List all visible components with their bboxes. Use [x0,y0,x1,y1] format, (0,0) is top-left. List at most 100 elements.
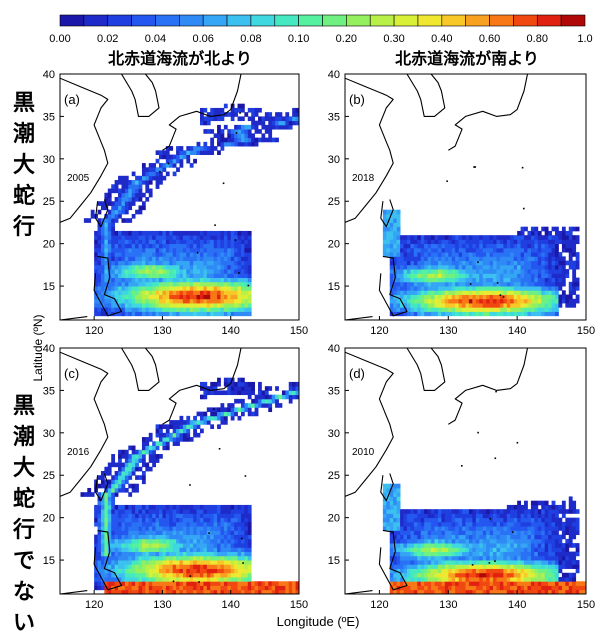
coastline [162,74,242,151]
panel-b: 15 20 25 30 35 40 120 130 140 150 (b) 2018 [328,69,595,337]
y-tick-label: 20 [328,513,340,525]
colorbar-swatch [489,14,514,27]
panel-frame [59,347,300,595]
row-title-char: 行 [12,517,35,543]
colorbar-swatch [465,14,490,27]
column-title-right: 北赤道海流が南より [395,49,539,68]
colorbar: 0.00 0.02 0.04 0.06 0.08 0.10 0.20 0.30 0.40 0.60… [49,14,593,45]
coastline [345,351,394,497]
colorbar-swatch [59,14,85,27]
row-title-char: 黒 [13,91,35,116]
row-title-char: 行 [12,214,35,240]
colorbar-tick-label: 1.0 [577,33,592,45]
x-tick-label: 120 [370,599,388,611]
x-tick-label: 130 [153,325,171,337]
x-tick-label: 120 [85,325,103,337]
x-tick-label: 130 [439,325,457,337]
colorbar-swatch [226,14,252,27]
coastline [345,590,373,594]
y-tick-label: 35 [43,385,55,397]
coastline [94,473,109,502]
y-tick-label: 35 [328,385,340,397]
panel-letter: (c) [64,366,79,381]
x-axis-label: Longitude (ºE) [277,614,360,629]
row-title-char: 大 [13,456,35,481]
coastline [60,351,109,497]
x-tick-label: 130 [439,599,457,611]
column-title-left: 北赤道海流が北より [108,49,252,68]
panel-year: 2016 [67,447,90,458]
colorbar-swatch [322,14,347,27]
y-tick-label: 20 [328,239,340,251]
x-tick-label: 150 [290,325,308,337]
y-tick-label: 30 [328,428,340,440]
panel-letter: (b) [349,92,365,107]
row-title-char: 潮 [13,122,35,147]
colorbar-swatch [155,14,180,27]
y-tick-label: 25 [43,470,55,482]
panel-year: 2018 [352,173,375,184]
row-title-char: な [13,580,35,605]
y-tick-label: 25 [43,196,55,208]
row-title-char: い [13,611,35,634]
x-tick-label: 140 [508,599,526,611]
colorbar-swatch [107,14,132,27]
colorbar-tick-label: 0.80 [527,33,548,45]
y-tick-label: 40 [43,69,55,81]
y-tick-label: 25 [328,470,340,482]
colorbar-swatch [560,14,586,27]
panel-year: 2005 [67,173,90,184]
x-tick-label: 140 [222,599,240,611]
colorbar-tick-label: 0.06 [192,33,213,45]
row-title-char: 潮 [13,425,35,450]
panel-year: 2010 [352,447,375,458]
colorbar-swatch [179,14,204,27]
colorbar-swatch [369,14,395,27]
coastline [448,348,529,425]
x-tick-label: 150 [577,599,595,611]
colorbar-tick-label: 0.20 [336,33,357,45]
coastline [380,199,394,228]
x-tick-label: 150 [577,325,595,337]
panel-frame [344,73,587,321]
colorbar-swatch [441,14,466,27]
colorbar-swatch [250,14,276,27]
panel-c: 15 20 25 30 35 40 120 130 140 150 (c) 2016 [43,343,308,611]
coastline [60,316,88,320]
colorbar-swatch [298,14,323,27]
panel-frame [344,347,587,595]
row-title-char: 黒 [13,394,35,419]
colorbar-tick-label: 0.02 [97,33,118,45]
row-title-char: 蛇 [13,486,35,512]
y-tick-label: 30 [328,154,340,166]
panel-d: 15 20 25 30 35 40 120 130 140 150 (d) 2010 [328,343,595,611]
y-tick-label: 40 [328,343,340,355]
coastline [345,77,394,223]
colorbar-swatch [83,14,109,27]
coastline [60,77,109,223]
coastline [60,590,88,594]
colorbar-tick-label: 0.04 [145,33,166,45]
panel-frame [59,73,300,321]
colorbar-swatch [274,14,299,27]
colorbar-swatch [417,14,443,27]
colorbar-tick-label: 0.00 [49,33,70,45]
coastline [121,348,160,391]
coastline [406,348,446,391]
coastline [378,529,408,591]
coastline [448,74,529,151]
colorbar-tick-label: 0.30 [383,33,404,45]
coastline [121,74,160,117]
y-tick-label: 30 [43,154,55,166]
colorbar-swatch [202,14,228,27]
y-tick-label: 25 [328,196,340,208]
colorbar-swatch [393,14,419,27]
colorbar-tick-label: 0.10 [288,33,309,45]
x-tick-label: 150 [290,599,308,611]
colorbar-swatch [346,14,371,27]
row-title-char: で [13,549,35,574]
x-tick-label: 140 [508,325,526,337]
